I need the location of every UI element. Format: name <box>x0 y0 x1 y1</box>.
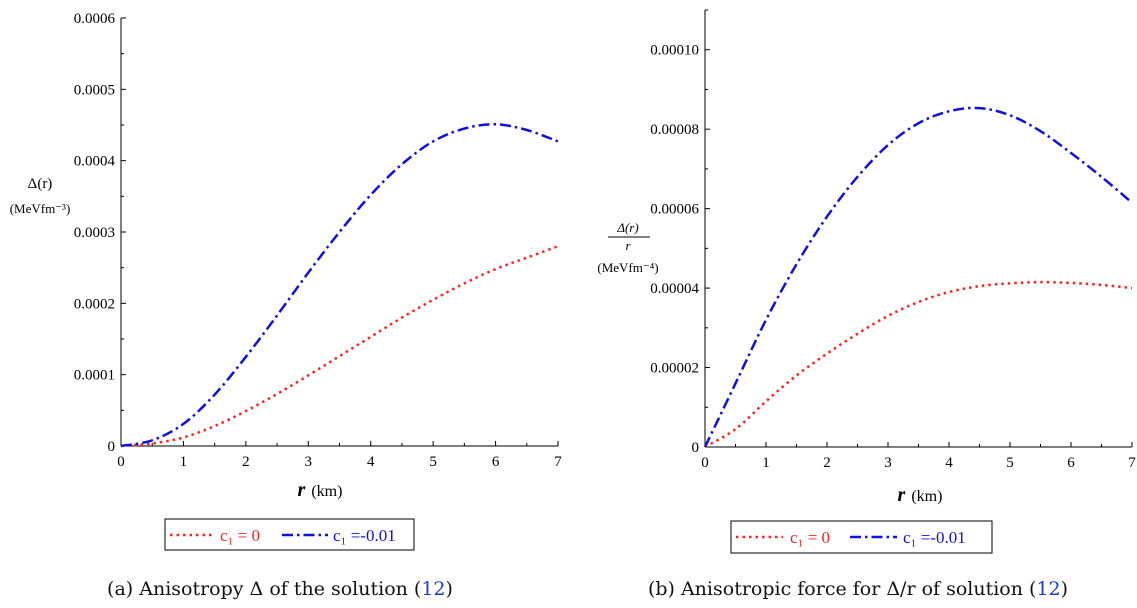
panel-a-anisotropy: 0 1 2 3 4 5 6 700.00010.00020.00030.00040.00050… <box>10 11 563 600</box>
panel-a-ylabel-line1: Δ(r) <box>28 176 53 192</box>
panel-a-xtick-label: 1 <box>180 454 188 470</box>
panel-a-xtick-label: 7 <box>554 454 562 470</box>
panel-a-ytick-label: 0.0003 <box>74 225 115 241</box>
panel-b-xtick-label: 0 <box>701 455 709 471</box>
panel-a-ylabel-line2: (MeVfm⁻³) <box>10 201 71 216</box>
panel-b-xtick-label: 5 <box>1006 455 1014 471</box>
panel-b-caption-text: (b) Anisotropic force for Δ/r of solutio… <box>648 578 1037 600</box>
panel-b-ylabel-numerator: Δ(r) <box>616 220 638 235</box>
panel-a-xtick-label: 4 <box>367 454 375 470</box>
panel-b-caption: (b) Anisotropic force for Δ/r of solutio… <box>648 578 1068 600</box>
panel-b-xtick-label: 6 <box>1067 455 1075 471</box>
panel-b-xlabel: r (km) <box>898 484 943 506</box>
panel-b-caption-ref: 12 <box>1036 578 1060 600</box>
panel-a-ytick-label: 0 <box>108 439 116 455</box>
panel-a-xtick-label: 0 <box>117 454 125 470</box>
panel-b-anisotropic-force: 0 1 2 3 4 5 6 700.000020.000040.000060.000080.0… <box>597 9 1136 600</box>
panel-a-caption-text: (a) Anisotropy Δ of the solution ( <box>107 578 421 600</box>
panel-b-xtick-label: 2 <box>823 455 831 471</box>
panel-a-legend: c₁ = 0 c₁ =-0.01 <box>164 518 415 551</box>
panel-a-series-red-dotted-line <box>120 245 559 448</box>
panel-a-ytick-label: 0.0004 <box>74 154 116 170</box>
panel-a-xlabel: r (km) <box>298 479 343 501</box>
panel-a-legend-label-blue: c₁ =-0.01 <box>333 526 396 545</box>
panel-b-series-red-dotted-line <box>704 280 1133 449</box>
panel-a-caption: (a) Anisotropy Δ of the solution (12) <box>107 578 453 600</box>
panel-a-ytick-label: 0.0002 <box>74 296 115 312</box>
panel-b-xlabel-var: r <box>898 484 906 506</box>
panel-a-legend-label-red: c₁ = 0 <box>220 526 260 545</box>
panel-a-xlabel-var: r <box>298 479 306 501</box>
panel-a-caption-close: ) <box>446 578 453 600</box>
panel-a-xlabel-unit: (km) <box>311 483 342 500</box>
panel-a-ytick-label: 0.0006 <box>74 11 116 27</box>
panel-a-xtick-label: 2 <box>242 454 250 470</box>
panel-b-ylabel-unit: (MeVfm⁻⁴) <box>597 260 658 275</box>
panel-b-ytick-label: 0.00006 <box>650 202 699 218</box>
panel-a-ytick-label: 0.0005 <box>74 82 115 98</box>
panel-b-xtick-label: 4 <box>945 455 953 471</box>
panel-a-xtick-label: 6 <box>492 454 500 470</box>
panel-b-xtick-label: 7 <box>1128 455 1136 471</box>
panel-b-ytick-label: 0.00010 <box>650 43 699 59</box>
panel-b-legend-box <box>730 520 993 554</box>
panel-a-xtick-label: 3 <box>305 454 313 470</box>
panel-b-ytick-label: 0.00008 <box>650 122 699 138</box>
panel-b-ytick-label: 0.00002 <box>650 361 699 377</box>
panel-b-series-blue-dashdot-line <box>703 106 1133 448</box>
panel-b-legend: c₁ = 0 c₁ =-0.01 <box>730 520 993 554</box>
panel-a-series-blue-dashdot-line <box>120 123 559 448</box>
panel-b-xlabel-unit: (km) <box>911 488 942 505</box>
panel-a-xtick-label: 5 <box>429 454 437 470</box>
panel-b-legend-label-blue: c₁ =-0.01 <box>903 528 966 547</box>
panel-a-caption-ref: 12 <box>421 578 445 600</box>
panel-b-ytick-label: 0.00004 <box>650 281 699 297</box>
panel-b-ylabel-denominator: r <box>625 238 631 253</box>
panel-b-ytick-label: 0 <box>692 440 700 456</box>
panel-a-ytick-label: 0.0001 <box>74 368 115 384</box>
panel-b-xtick-label: 3 <box>884 455 892 471</box>
panel-b-caption-close: ) <box>1061 578 1068 600</box>
panel-b-legend-label-red: c₁ = 0 <box>790 528 830 547</box>
panel-b-xtick-label: 1 <box>762 455 770 471</box>
